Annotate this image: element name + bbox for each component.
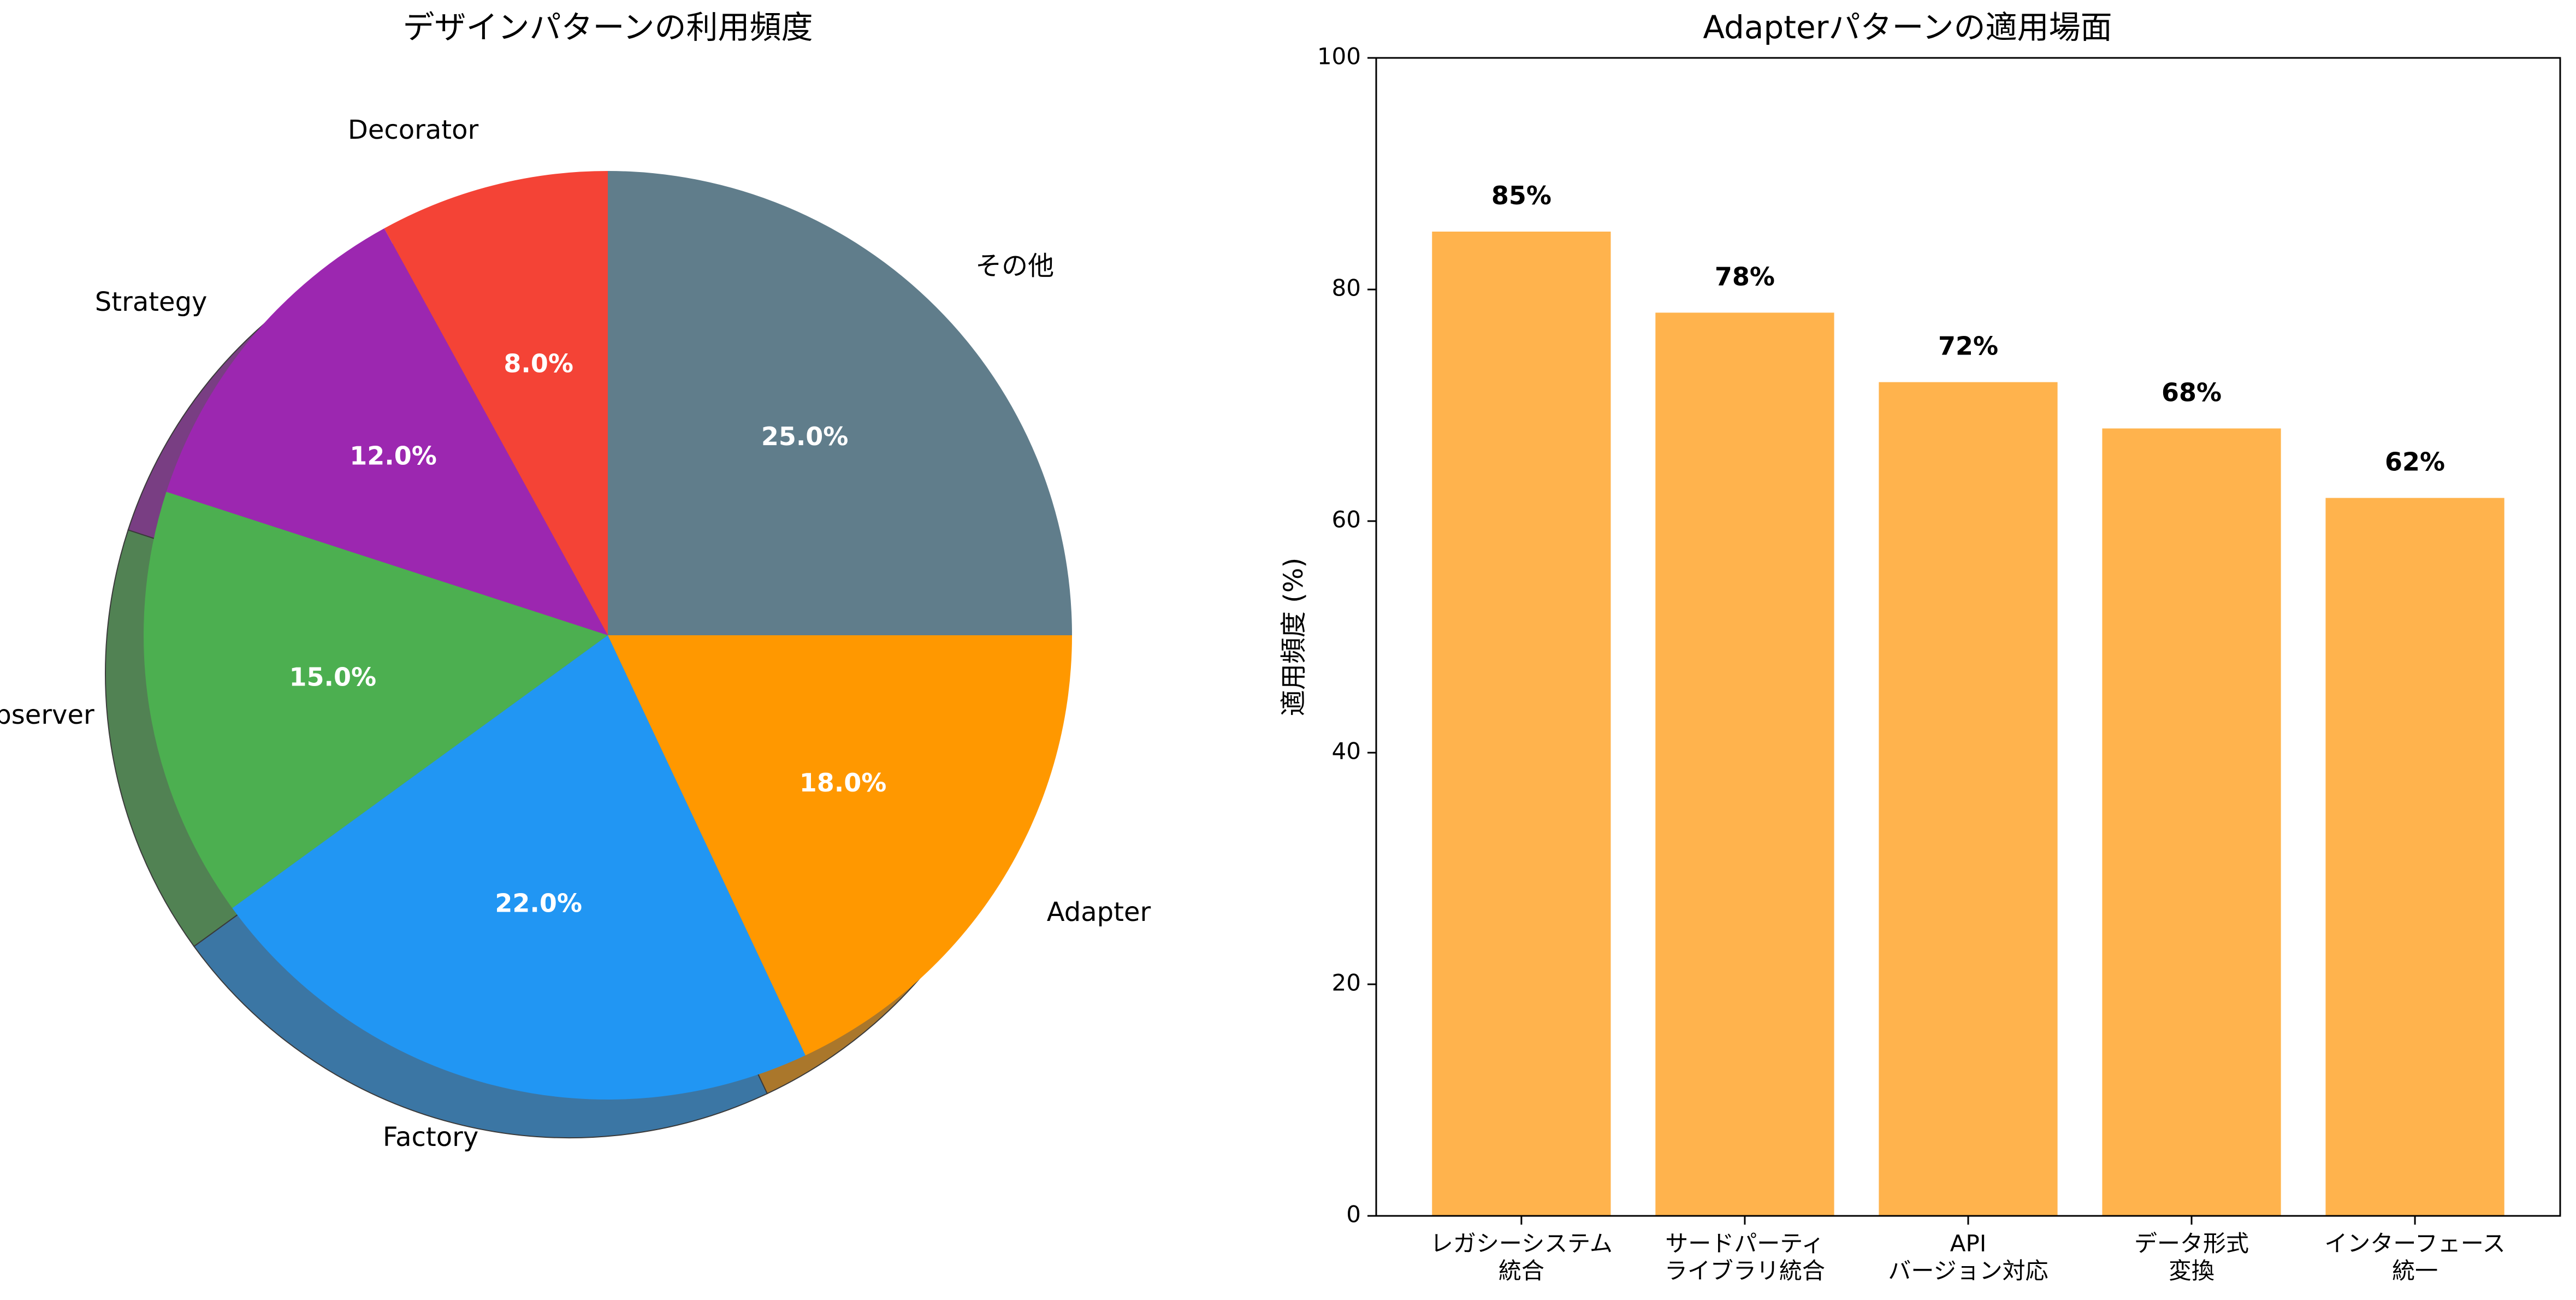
y-tick-label-5: 80 [1332,275,1361,302]
pie-slice-2 [384,171,608,635]
pie-labels: 25.0% その他 8.0% Decorator 12.0% Strategy 15.0% O… [0,115,1151,1153]
x-tick-label-4-line-1: データ形式 [2134,1230,2249,1257]
x-tick-label-2-line-2: ライブラリ統合 [1665,1257,1825,1284]
y-tick-label-6: 100 [1317,43,1361,70]
bar-chart: Adapterパターンの適用場面 85% 78% 72% 68% 62% 0 20 40 60… [1278,9,2561,1284]
bar-5 [2325,498,2504,1216]
pie-pct-label-2: 8.0% [504,349,573,379]
pie-label-1: その他 [975,251,1054,281]
bar-2 [1655,312,1834,1216]
y-tick-label-4: 60 [1332,506,1361,533]
bar-value-label-3: 72% [1938,332,1998,361]
bars: 85% 78% 72% 68% 62% [1432,181,2504,1216]
x-tick-label-1-line-2: 統合 [1499,1257,1544,1284]
pie-pct-label-4: 15.0% [289,662,376,692]
bar-4 [2102,428,2281,1216]
pie-label-3: Strategy [95,287,208,317]
pie-pct-label-1: 25.0% [761,422,849,451]
pie-slices [144,171,1072,1100]
pie-label-6: Adapter [1047,897,1151,927]
bar-value-label-1: 85% [1491,181,1551,210]
bar-value-label-4: 68% [2162,377,2222,407]
x-tick-label-4-line-2: 変換 [2169,1257,2214,1284]
bar-3 [1879,382,2058,1216]
pie-chart-title: デザインパターンの利用頻度 [402,9,813,46]
pie-slice-5 [232,635,806,1100]
y-axis-label: 適用頻度 (%) [1278,558,1309,716]
x-tick-label-3-line-2: バージョン対応 [1888,1257,2048,1284]
pie-label-2: Decorator [348,115,479,145]
y-tick-label-2: 20 [1332,970,1361,996]
pie-chart: デザインパターンの利用頻度 25.0% その他 8.0% Decorator 12.0%… [0,9,1151,1153]
bar-value-label-2: 78% [1715,262,1775,291]
pie-label-5: Factory [383,1122,478,1153]
pie-slice-3 [166,228,608,636]
pie-slice-1 [608,171,1072,635]
bar-chart-title: Adapterパターンの適用場面 [1703,9,2112,46]
bar-value-label-5: 62% [2385,447,2445,477]
x-tick-label-1-line-1: レガシーシステム [1430,1230,1613,1257]
pie-pct-label-3: 12.0% [350,441,437,470]
pie-pct-label-6: 18.0% [800,768,887,797]
x-tick-label-5-line-1: インターフェース [2324,1230,2505,1257]
pie-label-4: Observer [0,700,94,730]
x-tick-label-5-line-2: 統一 [2392,1257,2438,1284]
pie-slice-6 [608,635,1072,1056]
pie-slice-4 [144,492,608,908]
y-tick-label-3: 40 [1332,738,1361,765]
x-tick-label-2-line-1: サードパーティ [1665,1230,1824,1257]
y-tick-label-1: 0 [1346,1201,1361,1228]
pie-pct-label-5: 22.0% [495,888,582,918]
bar-1 [1432,232,1611,1216]
x-tick-label-3-line-1: API [1950,1230,1986,1257]
y-axis: 0 20 40 60 80 100 [1317,43,1376,1228]
